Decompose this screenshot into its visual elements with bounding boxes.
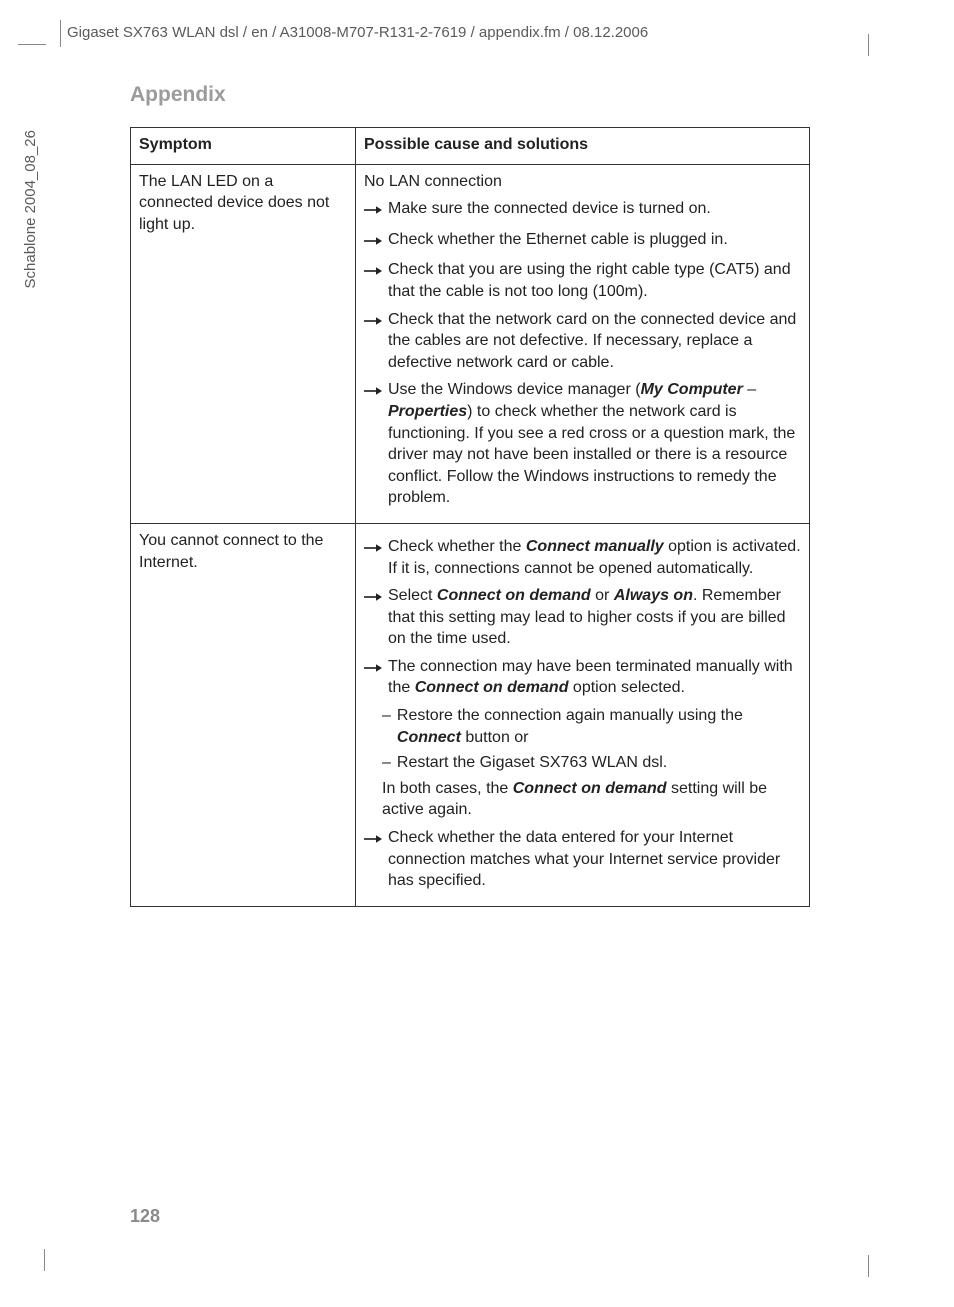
- solution-text: Check that the network card on the conne…: [388, 309, 801, 374]
- arrow-icon: [364, 262, 382, 302]
- crop-mark: [44, 1249, 72, 1277]
- solution-cell: Check whether the Connect manually optio…: [356, 523, 810, 906]
- solution-item: Check whether the Connect manually optio…: [364, 536, 801, 579]
- solution-item: The connection may have been terminated …: [364, 656, 801, 699]
- solution-text: Use the Windows device manager (My Compu…: [388, 379, 801, 509]
- solution-text: Select Connect on demand or Always on. R…: [388, 585, 801, 650]
- tail-text: In both cases, the Connect on demand set…: [382, 778, 801, 821]
- page-content: Gigaset SX763 WLAN dsl / en / A31008-M70…: [60, 20, 890, 907]
- solution-item: Use the Windows device manager (My Compu…: [364, 379, 801, 509]
- solution-item: Select Connect on demand or Always on. R…: [364, 585, 801, 650]
- arrow-icon: [364, 588, 382, 650]
- arrow-icon: [364, 830, 382, 892]
- solution-item: Check that the network card on the conne…: [364, 309, 801, 374]
- solution-text: Check that you are using the right cable…: [388, 259, 801, 302]
- solution-cell: No LAN connection Make sure the connected…: [356, 164, 810, 523]
- arrow-icon: [364, 312, 382, 374]
- solution-item: Check that you are using the right cable…: [364, 259, 801, 302]
- symptom-cell: The LAN LED on a connected device does n…: [131, 164, 356, 523]
- solution-text: The connection may have been terminated …: [388, 656, 801, 699]
- sub-item: –Restore the connection again manually u…: [382, 705, 801, 748]
- cause-heading: No LAN connection: [364, 171, 801, 193]
- page-number: 128: [130, 1206, 160, 1227]
- solution-item: Check whether the data entered for your …: [364, 827, 801, 892]
- sub-text: Restore the connection again manually us…: [397, 705, 801, 748]
- troubleshooting-table: Symptom Possible cause and solutions The…: [130, 127, 810, 907]
- solution-item: Check whether the Ethernet cable is plug…: [364, 229, 801, 254]
- arrow-icon: [364, 539, 382, 579]
- arrow-icon: [364, 659, 382, 699]
- sub-text: Restart the Gigaset SX763 WLAN dsl.: [397, 752, 801, 774]
- crop-mark: [18, 44, 46, 45]
- arrow-icon: [364, 382, 382, 509]
- arrow-icon: [364, 232, 382, 254]
- symptom-cell: You cannot connect to the Internet.: [131, 523, 356, 906]
- sub-item: –Restart the Gigaset SX763 WLAN dsl.: [382, 752, 801, 774]
- solution-text: Make sure the connected device is turned…: [388, 198, 801, 223]
- solution-text: Check whether the data entered for your …: [388, 827, 801, 892]
- dash-icon: –: [382, 705, 391, 748]
- document-path: Gigaset SX763 WLAN dsl / en / A31008-M70…: [60, 20, 890, 47]
- solution-text: Check whether the Ethernet cable is plug…: [388, 229, 801, 254]
- arrow-icon: [364, 201, 382, 223]
- crop-mark: [868, 1249, 896, 1277]
- solution-text: Check whether the Connect manually optio…: [388, 536, 801, 579]
- col-symptom: Symptom: [131, 128, 356, 165]
- dash-icon: –: [382, 752, 391, 774]
- section-title: Appendix: [130, 83, 890, 107]
- col-solutions: Possible cause and solutions: [356, 128, 810, 165]
- solution-item: Make sure the connected device is turned…: [364, 198, 801, 223]
- template-stamp: Schablone 2004_08_26: [22, 130, 39, 288]
